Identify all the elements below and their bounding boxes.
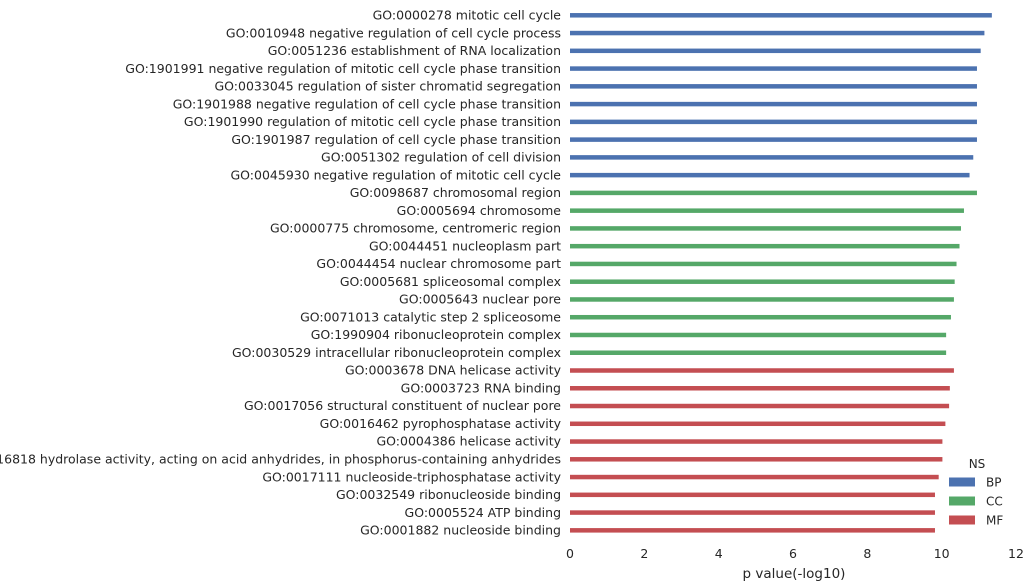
bar-mf: [570, 368, 954, 373]
bar-bp: [570, 119, 977, 125]
category-label: GO:1901991 negative regulation of mitoti…: [125, 61, 561, 76]
legend-label-mf: MF: [986, 514, 1003, 528]
legend-swatch-mf: [949, 515, 975, 525]
category-label: GO:0005694 chromosome: [397, 203, 562, 218]
bar-mf: [570, 403, 950, 409]
category-label: GO:0005643 nuclear pore: [399, 292, 561, 307]
category-label: GO:0044454 nuclear chromosome part: [316, 256, 561, 271]
bar-cc: [570, 314, 951, 320]
category-label: GO:0051302 regulation of cell division: [321, 150, 561, 165]
category-label: GO:1990904 ribonucleoprotein complex: [311, 327, 561, 342]
category-label: GO:0005524 ATP binding: [405, 505, 561, 520]
bar-bp: [570, 101, 977, 107]
x-tick-label: 0: [566, 546, 574, 561]
bar-mf: [570, 457, 943, 462]
bar-bp: [570, 172, 970, 178]
category-label: GO:0051236 establishment of RNA localiza…: [268, 43, 561, 58]
bar-mf: [570, 421, 946, 427]
bar-bp: [570, 48, 981, 54]
x-axis: p value(-log10) 0 2 4 6 8 10 12: [566, 546, 1024, 582]
bar-mf: [570, 510, 935, 515]
bar-cc: [570, 279, 955, 284]
bar-cc: [570, 208, 964, 213]
bar-mf: [570, 439, 943, 444]
legend-label-bp: BP: [986, 476, 1001, 490]
bar-mf: [570, 386, 950, 391]
bar-cc: [570, 190, 977, 196]
category-label: GO:0003678 DNA helicase activity: [345, 363, 562, 378]
x-tick-label: 6: [789, 546, 797, 561]
legend-swatch-cc: [949, 496, 975, 506]
category-label: GO:0033045 regulation of sister chromati…: [214, 79, 561, 94]
x-tick-label: 10: [934, 546, 950, 561]
category-label: GO:0071013 catalytic step 2 spliceosome: [300, 309, 561, 324]
category-label: GO:0000278 mitotic cell cycle: [373, 8, 562, 23]
legend-swatch-bp: [949, 477, 975, 487]
bar-bp: [570, 66, 977, 71]
bar-mf: [570, 492, 935, 498]
category-label: GO:1901987 regulation of cell cycle phas…: [231, 132, 561, 147]
category-label: GO:0005681 spliceosomal complex: [340, 274, 561, 289]
category-label: GO:0044451 nucleoplasm part: [369, 238, 561, 253]
bar-bp: [570, 137, 977, 142]
bars-layer: [570, 13, 992, 533]
x-tick-label: 8: [863, 546, 871, 561]
legend-title: NS: [969, 457, 986, 471]
x-tick-label: 2: [640, 546, 648, 561]
category-label: GO:0032549 ribonucleoside binding: [336, 487, 561, 502]
bar-cc: [570, 261, 957, 267]
category-label: GO:0001882 nucleoside binding: [360, 523, 561, 538]
bar-cc: [570, 243, 960, 249]
bar-bp: [570, 155, 974, 160]
category-label: GO:1901988 negative regulation of cell c…: [173, 96, 561, 111]
x-axis-title: p value(-log10): [743, 566, 846, 582]
category-label: GO:1901990 regulation of mitotic cell cy…: [184, 114, 561, 129]
category-label: GO:0045930 negative regulation of mitoti…: [231, 167, 562, 182]
bar-bp: [570, 13, 992, 18]
category-label: GO:0004386 helicase activity: [376, 434, 561, 449]
category-label: GO:0000775 chromosome, centromeric regio…: [270, 221, 561, 236]
x-tick-label: 4: [715, 546, 723, 561]
category-label: GO:0016818 hydrolase activity, acting on…: [0, 452, 561, 467]
category-label: GO:0010948 negative regulation of cell c…: [226, 25, 561, 40]
category-labels: GO:0000278 mitotic cell cycle GO:0010948 …: [0, 8, 562, 538]
bar-mf: [570, 528, 935, 533]
bar-bp: [570, 30, 985, 36]
bar-cc: [570, 226, 961, 231]
category-label: GO:0030529 intracellular ribonucleoprote…: [232, 345, 561, 360]
category-label: GO:0003723 RNA binding: [401, 380, 561, 395]
category-label: GO:0098687 chromosomal region: [350, 185, 561, 200]
x-tick-label: 12: [1008, 546, 1024, 561]
bar-bp: [570, 84, 977, 89]
bar-cc: [570, 332, 947, 338]
bar-cc: [570, 350, 947, 355]
legend: NS BP CC MF: [949, 457, 1003, 528]
bar-cc: [570, 297, 954, 302]
legend-label-cc: CC: [986, 495, 1003, 509]
category-label: GO:0016462 pyrophosphatase activity: [320, 416, 562, 431]
category-label: GO:0017056 structural constituent of nuc…: [244, 398, 561, 413]
category-label: GO:0017111 nucleoside-triphosphatase act…: [262, 469, 561, 484]
bar-mf: [570, 474, 939, 480]
